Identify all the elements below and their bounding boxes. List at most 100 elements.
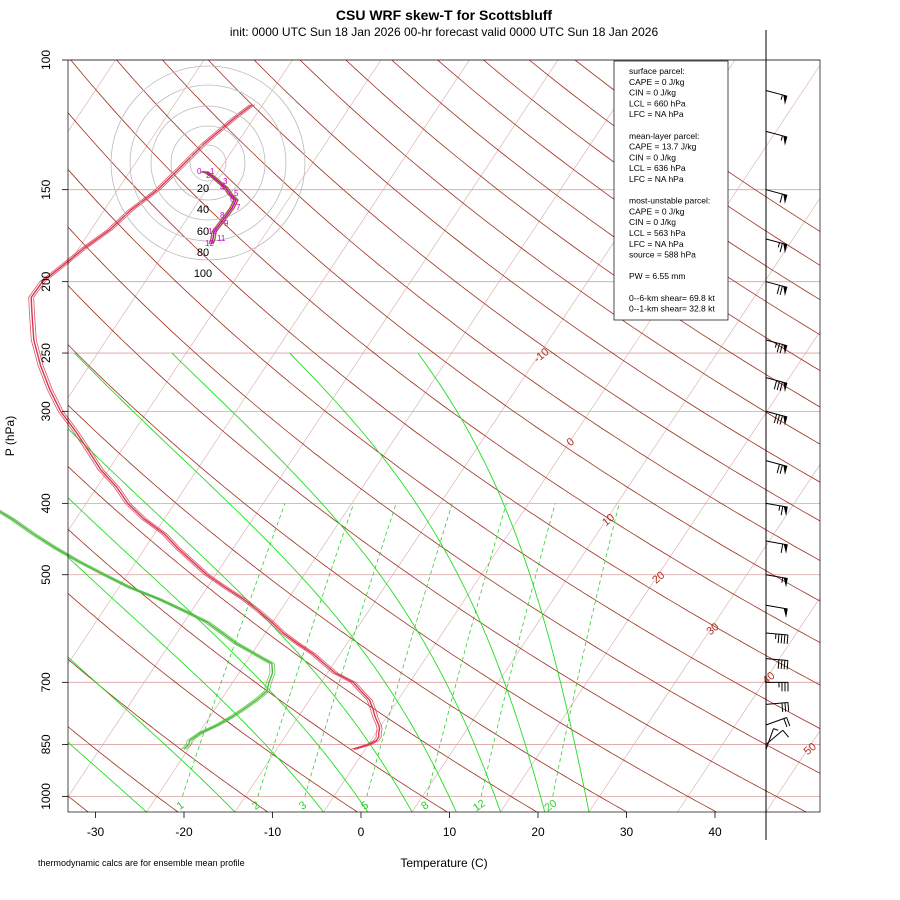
y-tick-label: 200 xyxy=(39,271,53,291)
y-tick-label: 300 xyxy=(39,401,53,421)
hodograph-point-label: 9 xyxy=(224,219,229,228)
mixing-ratio-label: 5 xyxy=(359,799,371,812)
y-tick-label: 500 xyxy=(39,564,53,584)
chart-subtitle: init: 0000 UTC Sun 18 Jan 2026 00-hr for… xyxy=(230,25,659,39)
wind-barb xyxy=(765,189,788,205)
x-tick-label: 40 xyxy=(708,825,722,839)
dry-adiabat-line xyxy=(299,60,820,445)
mixing-ratio-lines xyxy=(181,503,620,797)
isotherm-line xyxy=(855,60,900,812)
info-line: LCL = 660 hPa xyxy=(629,98,686,108)
info-line: 0--6-km shear= 69.8 kt xyxy=(629,293,715,303)
dry-adiabat-line xyxy=(68,168,820,730)
mixing-ratio-line xyxy=(366,503,453,797)
dry-adiabat-line xyxy=(162,60,820,562)
y-tick-label: 100 xyxy=(39,50,53,70)
footnote: thermodynamic calcs are for ensemble mea… xyxy=(38,858,245,868)
moist-adiabats xyxy=(68,352,590,812)
moist-adiabat-line xyxy=(289,352,546,812)
y-axis-label: P (hPa) xyxy=(3,416,17,456)
moist-adiabat-line xyxy=(68,741,147,812)
hodograph-point-label: 11 xyxy=(217,234,226,243)
mixing-ratio-label: 2 xyxy=(250,799,262,812)
hodograph-ring xyxy=(110,65,306,261)
info-line: LCL = 636 hPa xyxy=(629,163,686,173)
wind-barb xyxy=(765,502,788,517)
y-tick-label: 400 xyxy=(39,493,53,513)
dry-adiabat-line xyxy=(68,404,627,812)
info-line: surface parcel: xyxy=(629,66,685,76)
isobars xyxy=(68,59,820,797)
hodograph-ring-label: 100 xyxy=(194,268,212,280)
isotherm-line xyxy=(68,60,116,132)
info-line: CAPE = 0 J/kg xyxy=(629,206,685,216)
dry-adiabat-line xyxy=(68,726,179,812)
dry-adiabat-line xyxy=(68,465,538,812)
y-tick-label: 700 xyxy=(39,672,53,692)
isotherm-line xyxy=(677,597,820,812)
y-axis: 100 150 200 250 300 400 500 700 850 1000 xyxy=(39,50,68,810)
moist-adiabat-line xyxy=(171,352,501,812)
isotherm-label: -10 xyxy=(532,346,552,365)
info-line: CAPE = 0 J/kg xyxy=(629,77,685,87)
mixing-ratio-label: 20 xyxy=(542,798,559,815)
dry-adiabat-line xyxy=(70,60,820,644)
dry-adiabat-line xyxy=(68,284,807,812)
chart-title: CSU WRF skew-T for Scottsbluff xyxy=(336,7,553,23)
mixing-ratio-label: 1 xyxy=(175,799,187,812)
isotherm-line xyxy=(323,64,820,812)
hodograph-trace xyxy=(205,171,239,245)
wind-barb xyxy=(765,632,789,644)
wind-barb xyxy=(765,728,779,750)
wind-barb xyxy=(765,604,788,618)
hodograph-point-label: 1 xyxy=(210,167,215,176)
hodograph-point-label: 2 xyxy=(206,171,211,180)
hodograph-ring-label: 40 xyxy=(197,204,209,216)
isotherm-label: 20 xyxy=(650,569,667,586)
wind-barb xyxy=(765,130,788,146)
info-line: mean-layer parcel: xyxy=(629,131,699,141)
info-line: CIN = 0 J/kg xyxy=(629,88,676,98)
moist-adiabat-line xyxy=(68,497,369,812)
mixing-ratio-line xyxy=(181,503,286,797)
wind-barb xyxy=(765,377,788,393)
hodograph-point-label: 8 xyxy=(220,211,225,220)
sounding-series xyxy=(0,104,383,750)
temperature-trace xyxy=(33,104,383,750)
y-tick-label: 250 xyxy=(39,343,53,363)
hodograph-ring-label: 60 xyxy=(197,226,209,238)
info-line: LFC = NA hPa xyxy=(629,174,684,184)
isotherm-line xyxy=(588,464,820,812)
isotherm-line xyxy=(146,60,647,812)
hodograph-ring xyxy=(150,105,266,221)
isotherm-line xyxy=(411,197,820,812)
mixing-ratio-line xyxy=(304,503,397,797)
dewpoint-trace xyxy=(0,512,271,750)
wind-barb xyxy=(765,410,788,426)
moist-adiabat-line xyxy=(68,427,413,812)
wind-barb xyxy=(765,574,788,588)
hodograph-ring xyxy=(170,125,246,201)
dry-adiabat-line xyxy=(208,60,820,522)
hodograph-ring-label: 20 xyxy=(197,183,209,195)
wind-barb xyxy=(765,717,791,728)
wind-barb xyxy=(765,281,788,297)
isotherm-line xyxy=(68,60,470,665)
x-tick-label: 20 xyxy=(531,825,545,839)
info-line: CIN = 0 J/kg xyxy=(629,217,676,227)
mixing-ratio-label: 8 xyxy=(419,799,431,812)
isotherm-line xyxy=(68,60,382,532)
hodograph-point-label: 4 xyxy=(220,183,225,192)
dewpoint-trace xyxy=(0,509,276,750)
wind-barb xyxy=(766,681,789,692)
hodograph-point-label: 12 xyxy=(205,239,214,248)
mixing-ratio-line xyxy=(552,503,620,797)
y-tick-label: 150 xyxy=(39,179,53,199)
y-tick-label: 850 xyxy=(39,734,53,754)
hodograph-point-label: 3 xyxy=(223,177,228,186)
dry-adiabat-line xyxy=(345,60,820,408)
x-tick-label: 30 xyxy=(620,825,634,839)
